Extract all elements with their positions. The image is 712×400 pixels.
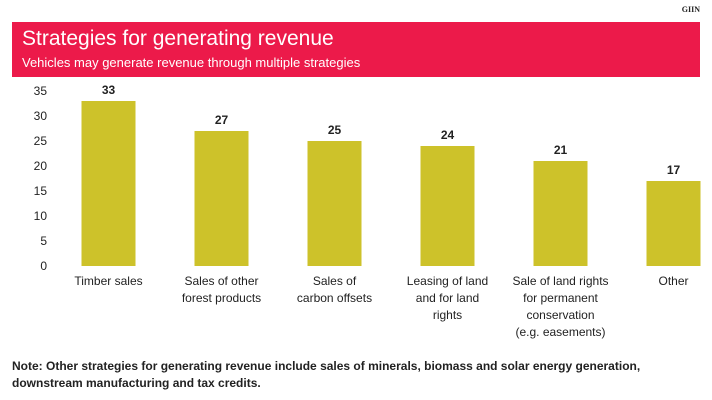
x-tick-label: Timber sales — [74, 274, 142, 288]
source-label: GIIN — [681, 5, 700, 14]
y-tick-label: 35 — [34, 84, 48, 98]
x-tick-label: forest products — [182, 291, 261, 305]
x-tick-label: and for land — [416, 291, 479, 305]
x-tick-label: Sales of — [313, 274, 357, 288]
y-tick-label: 15 — [34, 184, 48, 198]
x-tick-label: Sales of other — [184, 274, 258, 288]
chart-title: Strategies for generating revenue — [22, 27, 334, 50]
y-tick-label: 30 — [34, 109, 48, 123]
bar — [533, 161, 588, 266]
bar — [81, 101, 136, 266]
x-tick-label: rights — [433, 308, 462, 322]
y-tick-label: 10 — [34, 209, 48, 223]
data-label: 33 — [102, 83, 116, 97]
title-banner: Strategies for generating revenue Vehicl… — [12, 22, 700, 77]
x-tick-label: Other — [658, 274, 688, 288]
data-label: 24 — [441, 128, 455, 142]
x-tick-label: conservation — [526, 308, 594, 322]
chart-subtitle: Vehicles may generate revenue through mu… — [22, 55, 361, 70]
data-label: 17 — [667, 163, 681, 177]
bar — [420, 146, 475, 266]
x-tick-label: (e.g. easements) — [515, 325, 605, 339]
bar-chart: 0 5 10 15 20 25 30 35 33 Timber sales 27 Sales of o… — [34, 83, 701, 339]
y-tick-label: 20 — [34, 159, 48, 173]
x-tick-label: Leasing of land — [407, 274, 488, 288]
y-tick-label: 0 — [40, 259, 47, 273]
y-tick-label: 5 — [40, 234, 47, 248]
data-label: 27 — [215, 113, 229, 127]
chart-note: Note: Other strategies for generating re… — [12, 359, 641, 390]
x-tick-label: carbon offsets — [297, 291, 372, 305]
bar — [646, 181, 701, 266]
bar — [194, 131, 249, 266]
x-tick-label: Sale of land rights — [512, 274, 608, 288]
data-label: 25 — [328, 123, 342, 137]
x-tick-label: for permanent — [523, 291, 598, 305]
bar — [307, 141, 362, 266]
y-tick-label: 25 — [34, 134, 48, 148]
data-label: 21 — [554, 143, 568, 157]
